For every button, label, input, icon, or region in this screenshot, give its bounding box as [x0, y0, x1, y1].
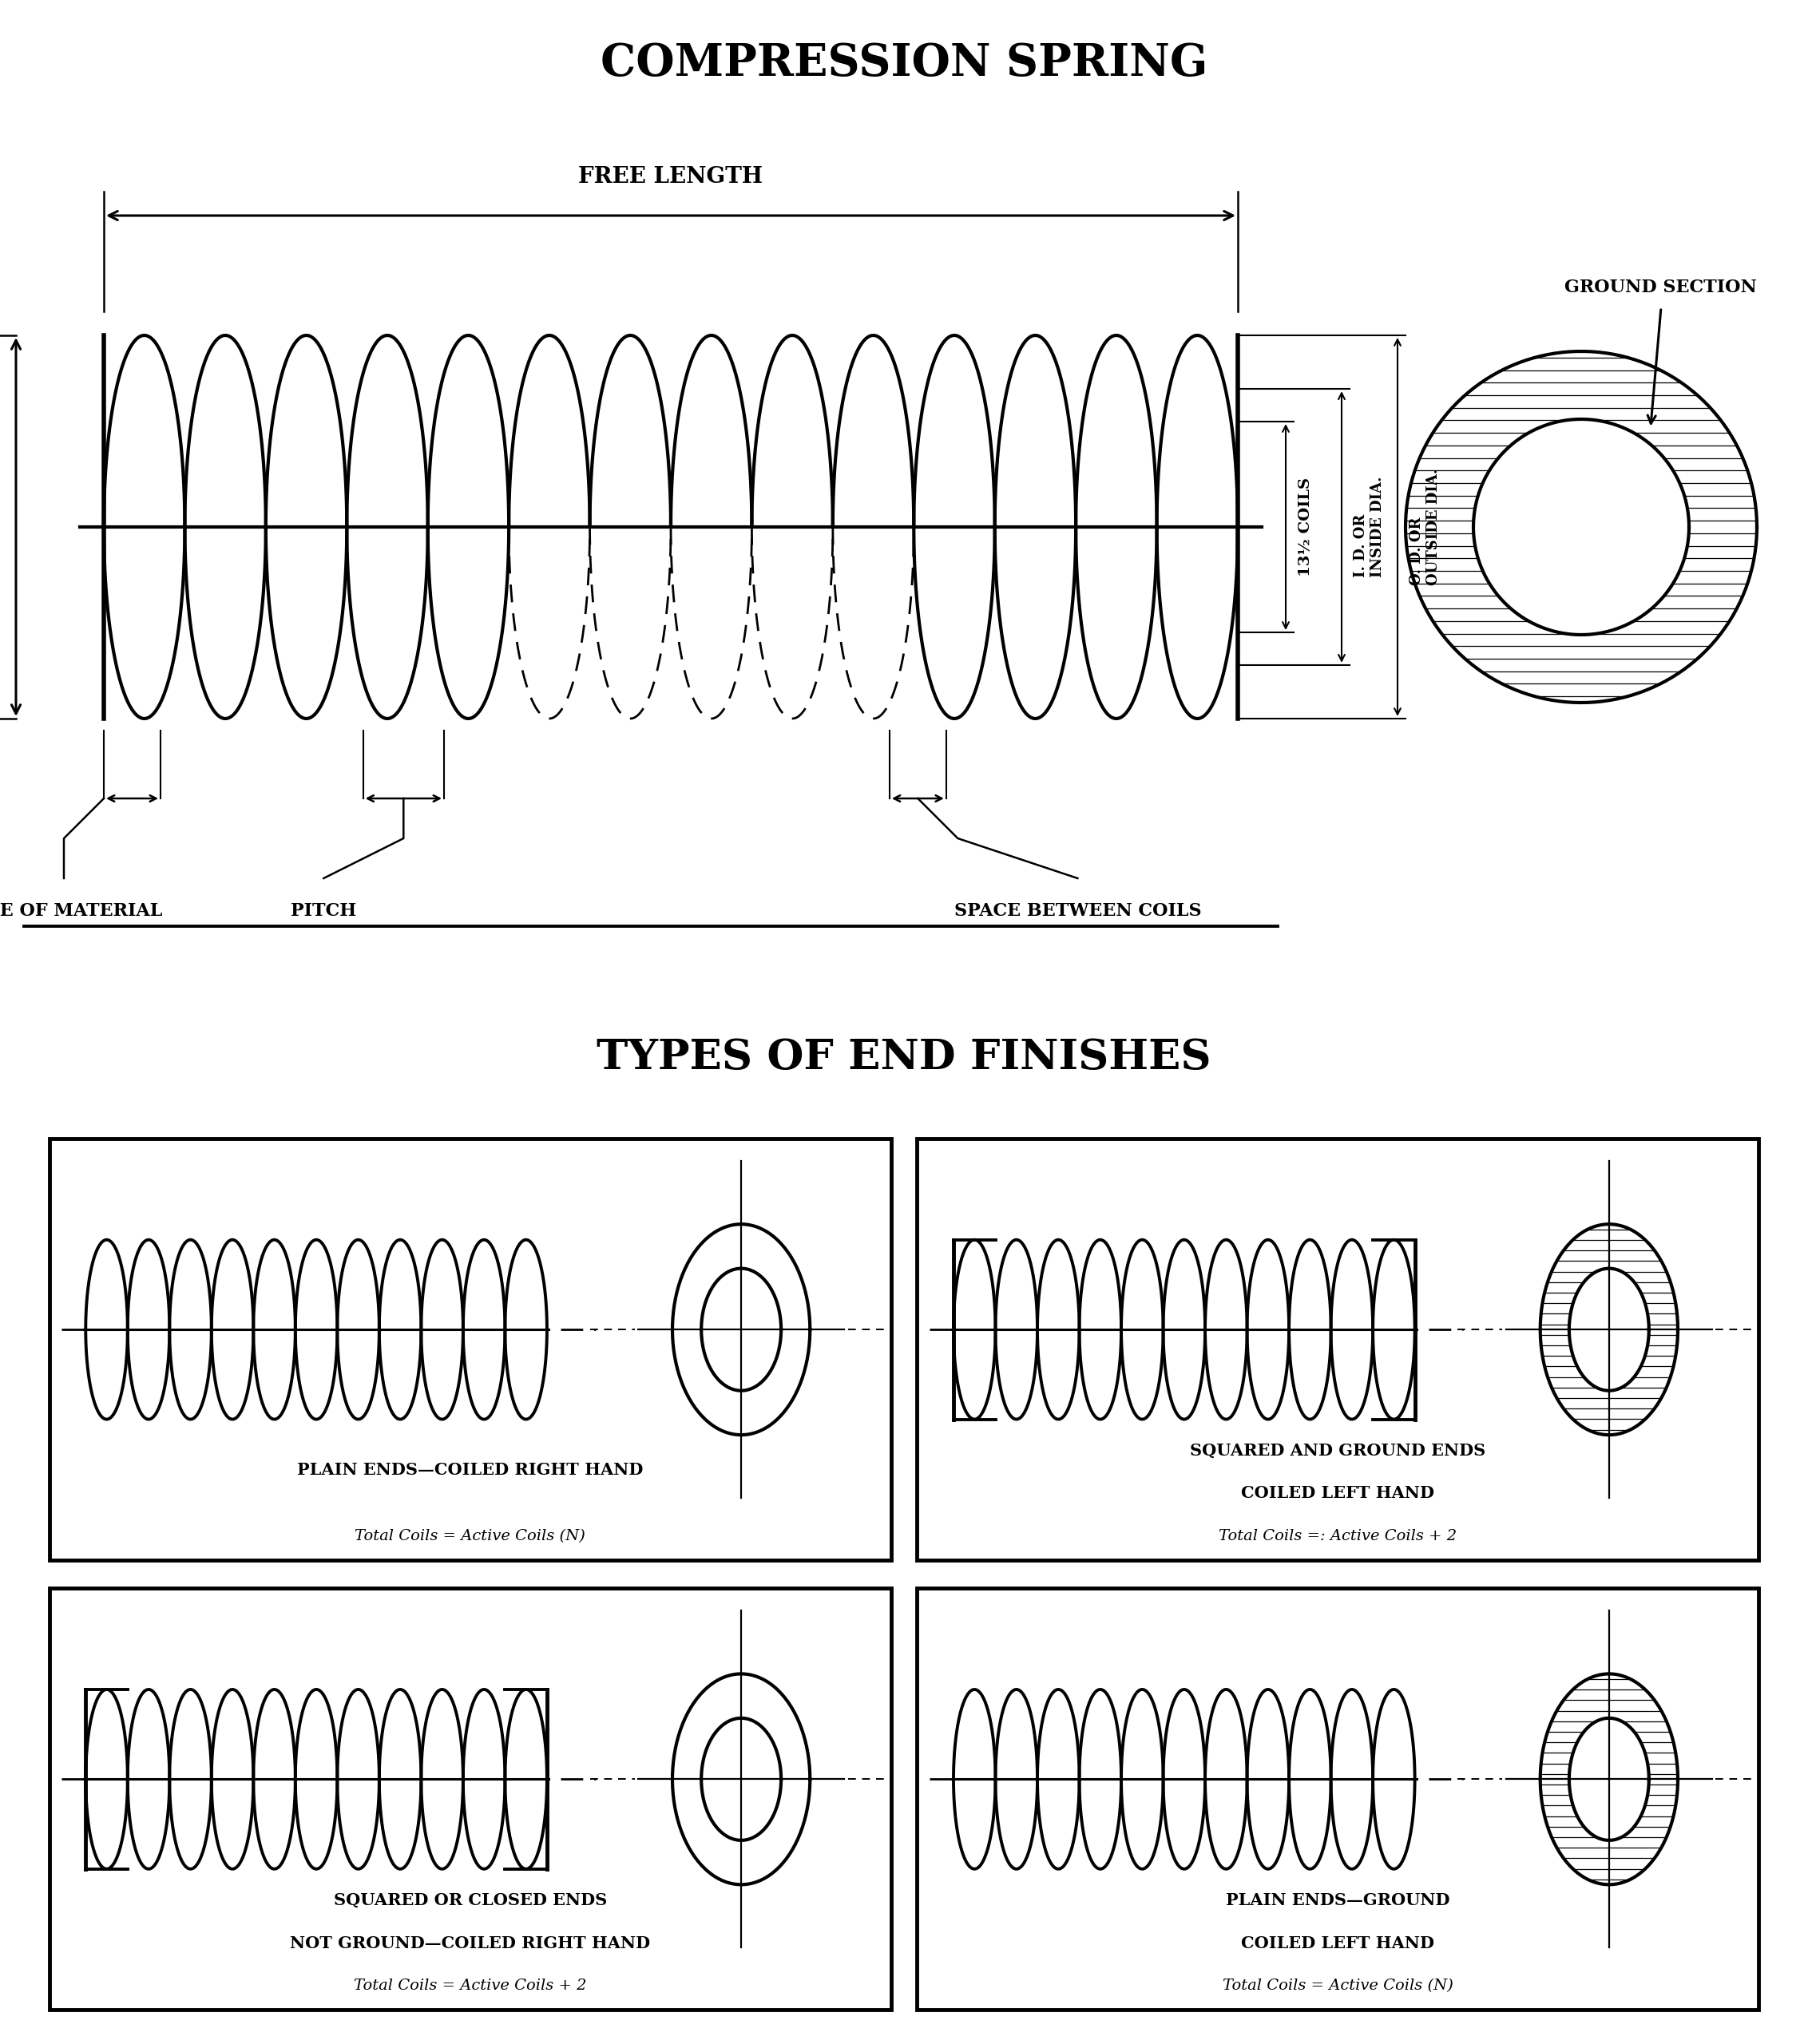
Text: Total Coils =: Active Coils + 2: Total Coils =: Active Coils + 2: [1219, 1529, 1457, 1543]
FancyBboxPatch shape: [917, 1139, 1759, 1560]
Text: I. D. OR
INSIDE DIA.: I. D. OR INSIDE DIA.: [1354, 476, 1385, 578]
FancyBboxPatch shape: [917, 1588, 1759, 2009]
Text: Total Coils = Active Coils (N): Total Coils = Active Coils (N): [354, 1529, 586, 1543]
Text: 13½ COILS: 13½ COILS: [1298, 478, 1313, 576]
FancyBboxPatch shape: [49, 1139, 891, 1560]
Text: PLAIN ENDS—GROUND: PLAIN ENDS—GROUND: [1226, 1893, 1450, 1909]
Text: FREE LENGTH: FREE LENGTH: [579, 166, 763, 188]
Text: Total Coils = Active Coils (N): Total Coils = Active Coils (N): [1222, 1979, 1454, 1993]
Text: COMPRESSION SPRING: COMPRESSION SPRING: [600, 43, 1208, 86]
Text: SIZE OF MATERIAL: SIZE OF MATERIAL: [0, 901, 163, 920]
Text: PITCH: PITCH: [291, 901, 356, 920]
Text: TYPES OF END FINISHES: TYPES OF END FINISHES: [597, 1038, 1211, 1077]
Text: COILED LEFT HAND: COILED LEFT HAND: [1242, 1486, 1434, 1502]
FancyBboxPatch shape: [49, 1588, 891, 2009]
Text: NOT GROUND—COILED RIGHT HAND: NOT GROUND—COILED RIGHT HAND: [289, 1936, 651, 1952]
Text: GROUND SECTION: GROUND SECTION: [1564, 278, 1757, 296]
Text: COILED LEFT HAND: COILED LEFT HAND: [1242, 1936, 1434, 1952]
Text: SPACE BETWEEN COILS: SPACE BETWEEN COILS: [955, 901, 1201, 920]
Text: O. D. OR
OUTSIDE DIA.: O. D. OR OUTSIDE DIA.: [1410, 468, 1441, 585]
Text: Total Coils = Active Coils + 2: Total Coils = Active Coils + 2: [354, 1979, 586, 1993]
Text: PLAIN ENDS—COILED RIGHT HAND: PLAIN ENDS—COILED RIGHT HAND: [297, 1461, 644, 1478]
Text: SQUARED OR CLOSED ENDS: SQUARED OR CLOSED ENDS: [333, 1893, 607, 1909]
Text: SQUARED AND GROUND ENDS: SQUARED AND GROUND ENDS: [1190, 1443, 1486, 1459]
